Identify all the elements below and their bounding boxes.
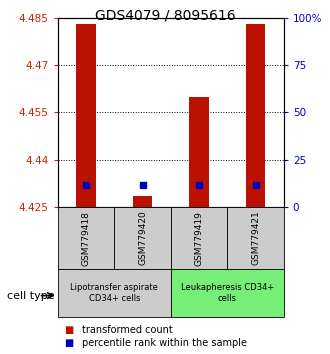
Bar — [114, 207, 171, 269]
Bar — [171, 269, 284, 317]
Text: ■: ■ — [64, 338, 74, 348]
Bar — [76, 24, 96, 207]
Text: Lipotransfer aspirate
CD34+ cells: Lipotransfer aspirate CD34+ cells — [70, 283, 158, 303]
Text: GSM779421: GSM779421 — [251, 211, 260, 266]
Bar — [246, 24, 265, 207]
Bar — [133, 196, 152, 207]
Text: GDS4079 / 8095616: GDS4079 / 8095616 — [95, 9, 235, 23]
Text: cell type: cell type — [7, 291, 54, 301]
Text: percentile rank within the sample: percentile rank within the sample — [82, 338, 248, 348]
Text: GSM779418: GSM779418 — [82, 211, 90, 266]
Bar — [189, 97, 209, 207]
Bar — [58, 269, 171, 317]
Text: GSM779420: GSM779420 — [138, 211, 147, 266]
Text: transformed count: transformed count — [82, 325, 173, 335]
Bar — [58, 207, 114, 269]
Bar — [171, 207, 227, 269]
Text: ■: ■ — [64, 325, 74, 335]
Text: GSM779419: GSM779419 — [194, 211, 204, 266]
Bar — [227, 207, 284, 269]
Text: Leukapheresis CD34+
cells: Leukapheresis CD34+ cells — [181, 283, 274, 303]
